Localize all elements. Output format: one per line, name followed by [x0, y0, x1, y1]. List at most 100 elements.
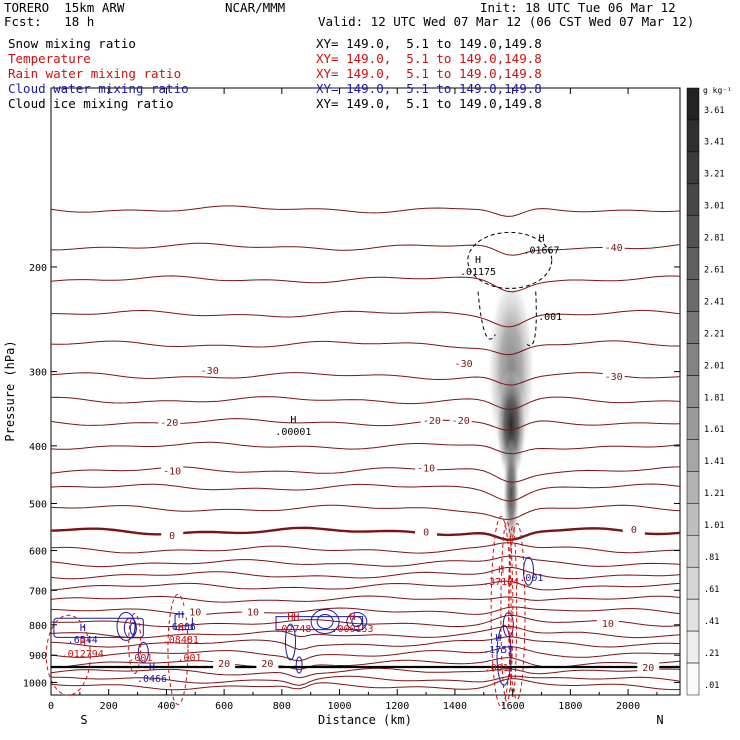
isotherm-line: [50, 466, 681, 483]
y-tick-label: 700: [29, 586, 47, 597]
x-tick-label: 400: [157, 701, 175, 712]
extremum-mark: HH: [287, 612, 299, 623]
isotherm-line: [50, 614, 681, 628]
extremum-value: .00001: [275, 427, 311, 438]
cloud-ice-contour: [477, 291, 496, 340]
rain-contour: [508, 523, 526, 701]
extremum-mark: H: [495, 633, 501, 644]
extremum-value: .001: [177, 653, 201, 664]
isotherm-line: [50, 483, 681, 502]
isotherm-line: [50, 418, 681, 431]
y-axis-title: Pressure (hPa): [3, 340, 17, 441]
isotherm-label: -20: [423, 416, 441, 427]
extremum-mark: H: [350, 612, 356, 623]
isotherm-line: [51, 309, 681, 328]
colorbar-label: 3.01: [704, 202, 724, 212]
isotherm-label-bg: [420, 414, 443, 427]
extremum-value: .001: [128, 653, 152, 664]
field-xy-temperature: XY= 149.0, 5.1 to 149.0,149.8: [316, 51, 542, 66]
field-xy-rain: XY= 149.0, 5.1 to 149.0,149.8: [316, 66, 542, 81]
isotherm-line: [50, 542, 680, 554]
extremum-mark: H: [538, 233, 544, 244]
x-axis-left-end-label: S: [80, 713, 87, 727]
isotherm-label: 10: [189, 608, 201, 619]
isotherm-label-bg: [198, 363, 221, 376]
y-tick-label: 400: [29, 442, 47, 453]
cloud-water-contour: [523, 556, 535, 586]
isotherm-label-bg: [158, 416, 181, 429]
y-tick-label: 1000: [23, 678, 47, 689]
isotherm-label-bg: [256, 657, 279, 670]
x-tick-label: 1000: [327, 701, 351, 712]
colorbar-segment: [686, 87, 700, 121]
x-tick-label: 2000: [616, 701, 640, 712]
isotherm-label-bg: [452, 356, 475, 369]
extremum-value: .01667: [523, 245, 559, 256]
cloud-ice-contour: [467, 231, 553, 289]
isotherm-label-bg: [637, 660, 660, 673]
colorbar-label: .61: [704, 585, 719, 595]
cloud-water-contour: [116, 611, 136, 641]
x-tick-label: 800: [273, 701, 291, 712]
colorbar-segment: [686, 598, 700, 632]
isotherm-label-bg: [415, 461, 438, 474]
field-xy-cloud-water: XY= 149.0, 5.1 to 149.0,149.8: [316, 81, 542, 96]
cloud-water-contour: [284, 623, 296, 661]
plot-frame: [50, 87, 681, 696]
field-name-cloud-ice: Cloud ice mixing ratio: [8, 96, 174, 111]
extremum-value: .6544: [68, 635, 98, 646]
isotherm-label-bg: [602, 240, 625, 253]
isotherm-line: [50, 636, 681, 651]
y-tick-label: 300: [29, 368, 47, 379]
cloud-ice-contour: [526, 291, 537, 347]
isotherm-label: 10: [247, 608, 259, 619]
colorbar-label: 2.41: [704, 297, 724, 307]
extremum-mark: H: [80, 623, 86, 634]
colorbar-label: .41: [704, 617, 719, 627]
isotherm-line: [50, 275, 681, 293]
isotherm-zero: [50, 526, 681, 541]
colorbar-label: .01: [704, 681, 719, 691]
colorbar-label: 1.41: [704, 457, 724, 467]
field-name-cloud-water: Cloud water mixing ratio: [8, 81, 189, 96]
rain-contour: [128, 612, 142, 674]
isotherm-line: [50, 625, 681, 639]
cloud-water-contour: [346, 612, 368, 632]
y-tick-label: 200: [29, 263, 47, 274]
colorbar-segment: [686, 215, 700, 248]
isotherm-label-bg: [184, 605, 207, 618]
colorbar-label: 1.21: [704, 489, 724, 499]
extremum-value: .000153: [331, 624, 373, 635]
colorbar-label: 1.61: [704, 425, 724, 435]
colorbar-segment: [686, 535, 700, 568]
extremum-value: .001: [519, 573, 543, 584]
colorbar-label: 2.21: [704, 329, 724, 339]
colorbar-segment: [686, 662, 700, 696]
y-tick-label: 900: [29, 651, 47, 662]
isotherm-label-bg: [241, 605, 264, 618]
colorbar-label: 2.81: [704, 234, 724, 244]
colorbar-label: .81: [704, 553, 719, 563]
extremum-mark: H: [290, 415, 296, 426]
x-tick-label: 1800: [558, 701, 582, 712]
model-title: TORERO 15km ARW: [4, 0, 125, 15]
isotherm-label: -20: [452, 416, 470, 427]
rain-contour: [500, 521, 514, 703]
colorbar-segment: [686, 343, 700, 376]
colorbar-unit: g kg⁻¹: [703, 86, 732, 95]
isotherm-label-bg: [622, 523, 645, 536]
colorbar-segment: [686, 471, 700, 504]
extremum-value: .012794: [62, 649, 104, 660]
isotherm-label: 0: [423, 527, 429, 538]
isotherm-label-bg: [213, 657, 236, 670]
y-tick-label: 600: [29, 547, 47, 558]
colorbar-label: 3.61: [704, 106, 724, 116]
isotherm-line: [50, 567, 681, 580]
isotherm-line: [50, 396, 681, 410]
extremum-mark: H: [178, 610, 184, 621]
cloud-water-contour: [129, 622, 137, 636]
isotherm-label-bg: [602, 369, 625, 382]
extremum-mark: H: [178, 623, 184, 634]
colorbar-segment: [686, 247, 700, 280]
